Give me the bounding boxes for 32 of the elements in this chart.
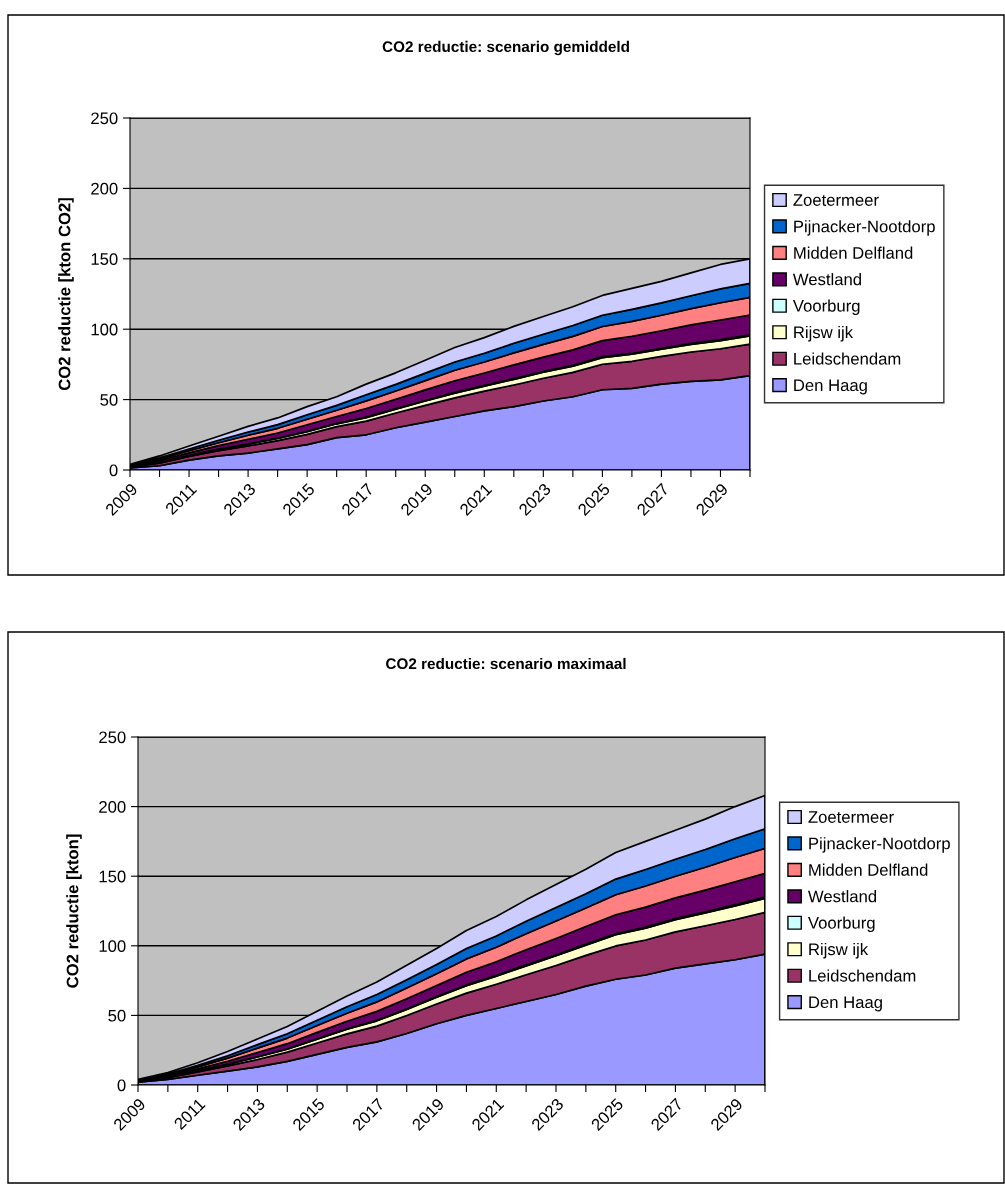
legend-label: Pijnacker-Nootdorp	[809, 837, 950, 853]
legend-label: Midden Delfland	[794, 246, 913, 259]
legend-label: Rijsw ijk	[809, 942, 869, 959]
legend-label: Den Haag	[794, 379, 867, 395]
y-axis-title: CO2 reductie [kton]	[66, 834, 82, 988]
y-tick-label: 250	[99, 731, 126, 744]
legend-label: Zoetermeer	[793, 194, 879, 206]
legend-label: Westland	[792, 273, 861, 286]
y-tick-label: 100	[99, 940, 126, 952]
y-tick-label: 0	[109, 464, 118, 477]
legend-label: Zoetermeer	[808, 811, 894, 823]
legend-label: Leidschendam	[809, 969, 916, 982]
y-tick-label: 50	[100, 394, 118, 406]
legend-label: Voorburg	[808, 916, 875, 933]
y-tick-label: 250	[91, 112, 118, 125]
legend-label: Rijsw ijk	[794, 325, 854, 342]
chart-title: CO2 reductie: scenario maximaal	[386, 657, 626, 670]
y-axis-title: CO2 reductie [kton CO2]	[58, 198, 74, 391]
legend-label: Midden Delfland	[809, 863, 928, 876]
y-tick-label: 200	[91, 182, 118, 195]
y-tick-label: 200	[99, 801, 126, 813]
chart-title: CO2 reductie: scenario gemiddeld	[382, 40, 629, 56]
y-tick-label: 0	[117, 1079, 126, 1092]
legend-label: Den Haag	[809, 996, 882, 1012]
y-tick-label: 100	[91, 323, 118, 336]
legend-label: Pijnacker-Nootdorp	[794, 220, 935, 236]
legend-label: Leidschendam	[794, 352, 901, 365]
legend-label: Westland	[808, 890, 877, 903]
y-tick-label: 50	[108, 1009, 126, 1022]
y-tick-label: 150	[91, 253, 118, 265]
y-tick-label: 150	[99, 870, 126, 883]
legend-label: Voorburg	[792, 299, 860, 316]
